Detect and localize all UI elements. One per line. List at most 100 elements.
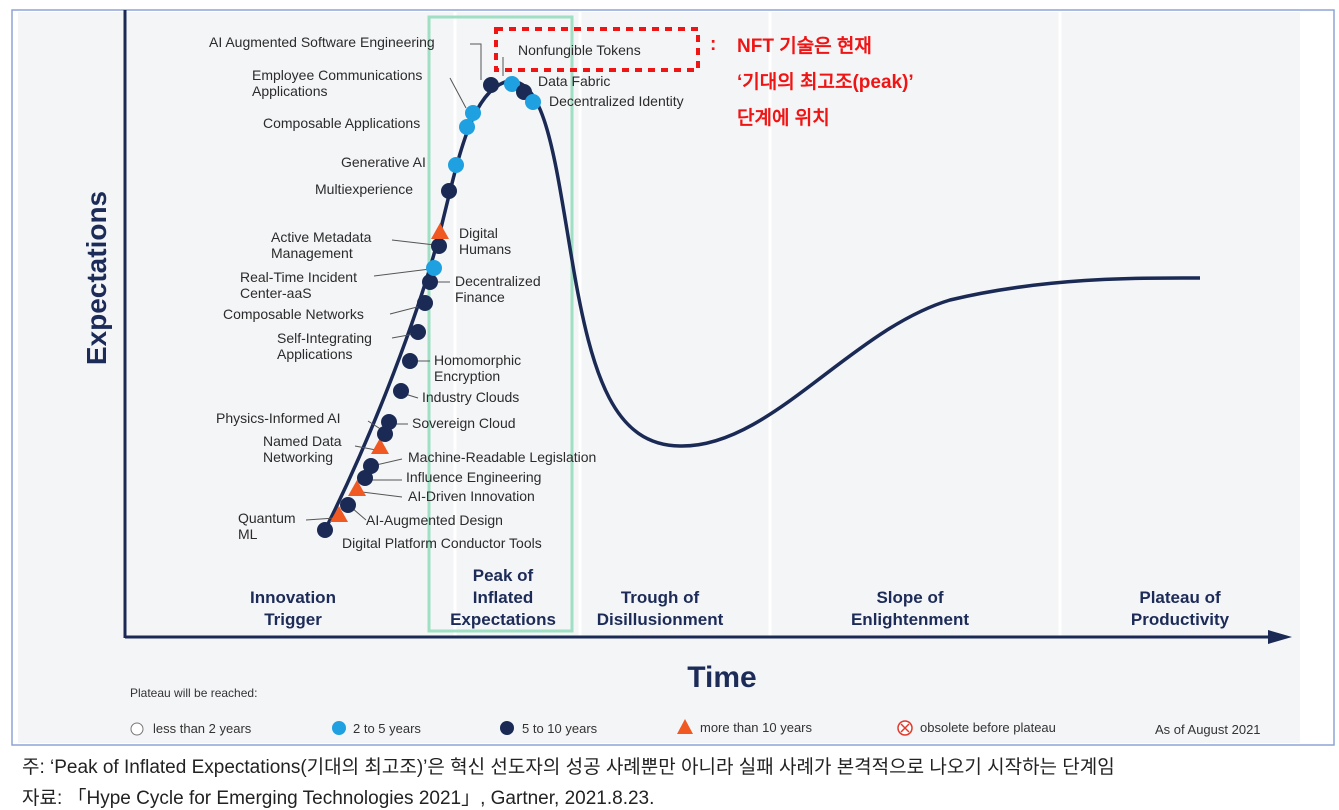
technology-label: Machine-Readable Legislation — [408, 449, 596, 465]
technology-label: Digital — [459, 225, 498, 241]
technology-label: Active Metadata — [271, 229, 372, 245]
technology-label: Industry Clouds — [422, 389, 519, 405]
circle-marker-icon — [357, 470, 373, 486]
circle-marker-icon — [426, 260, 442, 276]
nft-highlight-box — [494, 27, 700, 72]
light-blue-circle-icon — [332, 721, 346, 735]
legend-item: less than 2 years — [153, 721, 252, 736]
legend-item: 5 to 10 years — [522, 721, 598, 736]
leader-line — [470, 43, 482, 80]
annotation-colon: : — [710, 34, 716, 55]
circle-marker-icon — [317, 522, 333, 538]
legend: Plateau will be reached: less than 2 yea… — [130, 686, 1261, 737]
technology-label: Generative AI — [341, 154, 426, 170]
circle-marker-icon — [363, 458, 379, 474]
phase-label: Expectations — [450, 610, 556, 629]
technology-label: Homomorphic — [434, 352, 521, 368]
circle-marker-icon — [402, 353, 418, 369]
peak-highlight-box — [427, 15, 574, 633]
circle-marker-icon — [525, 94, 541, 110]
legend-item: obsolete before plateau — [920, 720, 1056, 735]
annotation-line: ‘기대의 최고조(peak)’ — [737, 71, 914, 93]
technology-label: Data Fabric — [538, 73, 610, 89]
phase-label: Peak of — [473, 566, 534, 585]
orange-triangle-icon — [677, 719, 693, 734]
circle-marker-icon — [448, 157, 464, 173]
technology-label: Humans — [459, 241, 511, 257]
technology-label: AI Augmented Software Engineering — [209, 34, 435, 50]
circle-marker-icon — [422, 274, 438, 290]
x-axis-label: Time — [687, 661, 756, 694]
triangle-marker-icon — [348, 480, 366, 496]
technology-label: AI-Augmented Design — [366, 512, 503, 528]
chart-background — [18, 12, 1300, 743]
circle-marker-icon — [417, 295, 433, 311]
technology-label: Networking — [263, 449, 333, 465]
leader-line — [391, 333, 415, 339]
circle-marker-icon — [410, 324, 426, 340]
technology-label: ML — [238, 526, 258, 542]
phase-label: Innovation — [250, 588, 336, 607]
obsolete-x-circle-icon — [897, 720, 913, 736]
technology-label: Digital Platform Conductor Tools — [342, 535, 542, 551]
technology-label: Composable Applications — [263, 115, 420, 131]
circle-marker-icon — [381, 414, 397, 430]
technology-label: Quantum — [238, 510, 296, 526]
annotation-line: 단계에 위치 — [737, 107, 830, 129]
leader-line — [391, 239, 436, 246]
phase-label: Slope of — [876, 588, 943, 607]
technology-label: AI-Driven Innovation — [408, 488, 535, 504]
phase-labels: Innovation Trigger Peak of Inflated Expe… — [250, 566, 1230, 629]
leader-line — [373, 268, 431, 277]
phase-label: Plateau of — [1139, 588, 1221, 607]
navy-circle-icon — [500, 721, 514, 735]
technology-markers — [317, 76, 541, 538]
phase-label: Disillusionment — [597, 610, 724, 629]
circle-marker-icon — [459, 119, 475, 135]
circle-marker-icon — [393, 383, 409, 399]
technology-labels: Digital Platform Conductor ToolsQuantumM… — [209, 34, 684, 551]
phase-label: Trigger — [264, 610, 322, 629]
leader-line — [389, 305, 422, 315]
triangle-marker-icon — [330, 506, 348, 522]
technology-label: Real-Time Incident — [240, 269, 357, 285]
technology-label: Physics-Informed AI — [216, 410, 341, 426]
technology-label: Decentralized — [455, 273, 541, 289]
circle-marker-icon — [431, 238, 447, 254]
technology-label: Employee Communications — [252, 67, 422, 83]
leader-line — [305, 517, 336, 521]
technology-label: Applications — [277, 346, 353, 362]
technology-label: Self-Integrating — [277, 330, 372, 346]
circle-marker-icon — [504, 76, 520, 92]
leader-line — [375, 458, 403, 466]
phase-label: Productivity — [1131, 610, 1230, 629]
phase-label: Trough of — [621, 588, 700, 607]
technology-label: Multiexperience — [315, 181, 413, 197]
technology-label: Encryption — [434, 368, 500, 384]
source-note: 자료: 「Hype Cycle for Emerging Technologie… — [22, 787, 654, 809]
circle-marker-icon — [441, 183, 457, 199]
leader-line — [354, 445, 377, 451]
technology-label: Center-aaS — [240, 285, 312, 301]
circle-marker-icon — [340, 497, 356, 513]
leader-line — [351, 507, 367, 521]
phase-label: Enlightenment — [851, 610, 969, 629]
technology-label: Sovereign Cloud — [412, 415, 516, 431]
as-of-date: As of August 2021 — [1155, 722, 1261, 737]
white-circle-icon — [130, 722, 144, 736]
legend-title: Plateau will be reached: — [130, 686, 257, 700]
circle-marker-icon — [483, 77, 499, 93]
leader-line — [449, 77, 467, 109]
triangle-marker-icon — [371, 438, 389, 454]
technology-label: Nonfungible Tokens — [518, 42, 641, 58]
y-axis-label: Expectations — [81, 191, 112, 365]
technology-label: Finance — [455, 289, 505, 305]
technology-label: Influence Engineering — [406, 469, 541, 485]
annotation-line: NFT 기술은 현재 — [737, 35, 872, 57]
leader-line — [361, 491, 403, 498]
triangle-marker-icon — [431, 223, 449, 239]
technology-label: Composable Networks — [223, 306, 364, 322]
technology-label: Applications — [252, 83, 328, 99]
x-axis-arrow-icon — [1268, 630, 1292, 644]
